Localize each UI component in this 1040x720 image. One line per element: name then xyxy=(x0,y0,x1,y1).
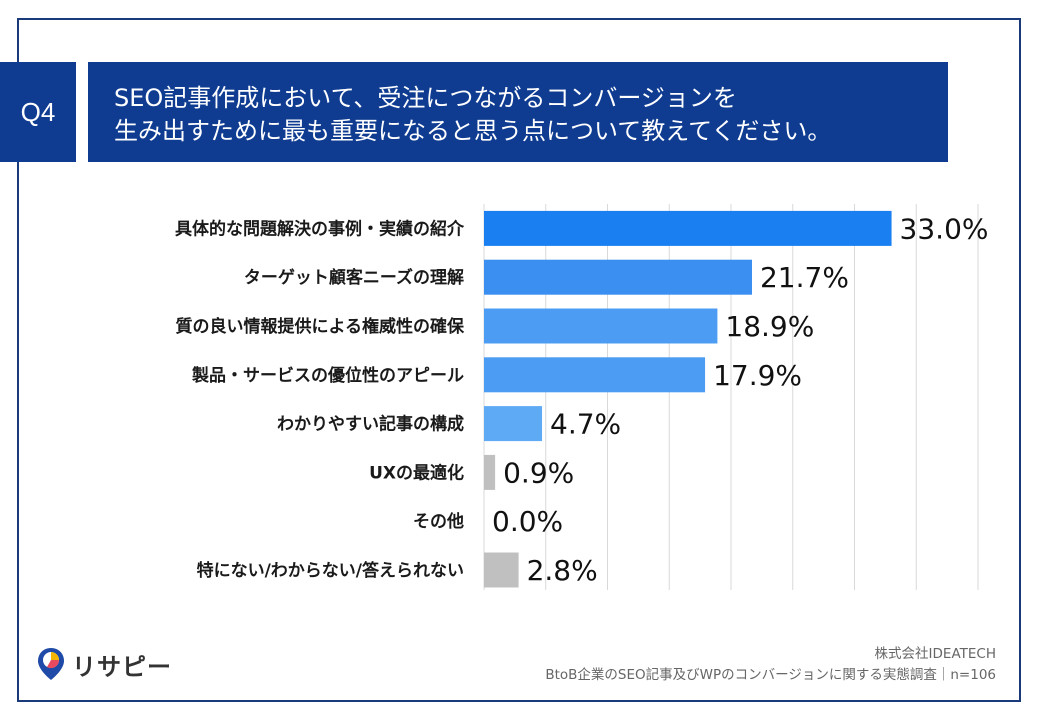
question-title: SEO記事作成において、受注につながるコンバージョンを 生み出すために最も重要に… xyxy=(88,62,948,162)
brand-logo: リサピー xyxy=(36,646,172,682)
bar-chart: 具体的な問題解決の事例・実績の紹介 33.0% ターゲット顧客ニーズの理解 21.7%… xyxy=(174,204,989,590)
question-title-line2: 生み出すために最も重要になると思う点について教えてください。 xyxy=(114,117,832,145)
footer-source: 株式会社IDEATECH BtoB企業のSEO記事及びWPのコンバージョンに関す… xyxy=(545,644,996,686)
bar xyxy=(484,552,519,588)
category-label: 具体的な問題解決の事例・実績の紹介 xyxy=(174,218,465,239)
question-title-line1: SEO記事作成において、受注につながるコンバージョンを xyxy=(114,84,737,112)
brand-logo-text: リサピー xyxy=(72,652,172,681)
category-label: わかりやすい記事の構成 xyxy=(277,414,464,435)
bar xyxy=(484,454,496,490)
bar xyxy=(484,406,543,442)
category-label: その他 xyxy=(413,511,464,532)
footer-survey: BtoB企業のSEO記事及びWPのコンバージョンに関する実態調査｜n=106 xyxy=(545,667,996,683)
location-pin-chart-icon xyxy=(38,648,64,680)
category-label: 質の良い情報提供による権威性の確保 xyxy=(176,316,465,337)
footer-company: 株式会社IDEATECH xyxy=(874,646,996,662)
value-label: 2.8% xyxy=(527,554,598,587)
value-label: 0.9% xyxy=(503,456,574,489)
value-label: 17.9% xyxy=(713,359,802,392)
value-label: 33.0% xyxy=(900,212,989,245)
category-label: 製品・サービスの優位性のアピール xyxy=(191,365,464,386)
bar xyxy=(484,210,892,246)
bar xyxy=(484,259,752,295)
bar xyxy=(484,357,706,393)
bar xyxy=(484,308,718,344)
category-label: UXの最適化 xyxy=(369,462,464,483)
category-label: 特にない/わからない/答えられない xyxy=(197,560,464,581)
value-label: 4.7% xyxy=(550,408,621,441)
value-label: 18.9% xyxy=(725,310,814,343)
value-label: 21.7% xyxy=(760,261,849,294)
value-label: 0.0% xyxy=(492,505,563,538)
category-label: ターゲット顧客ニーズの理解 xyxy=(244,267,464,288)
card-frame xyxy=(17,18,1021,702)
question-number: Q4 xyxy=(0,62,76,162)
